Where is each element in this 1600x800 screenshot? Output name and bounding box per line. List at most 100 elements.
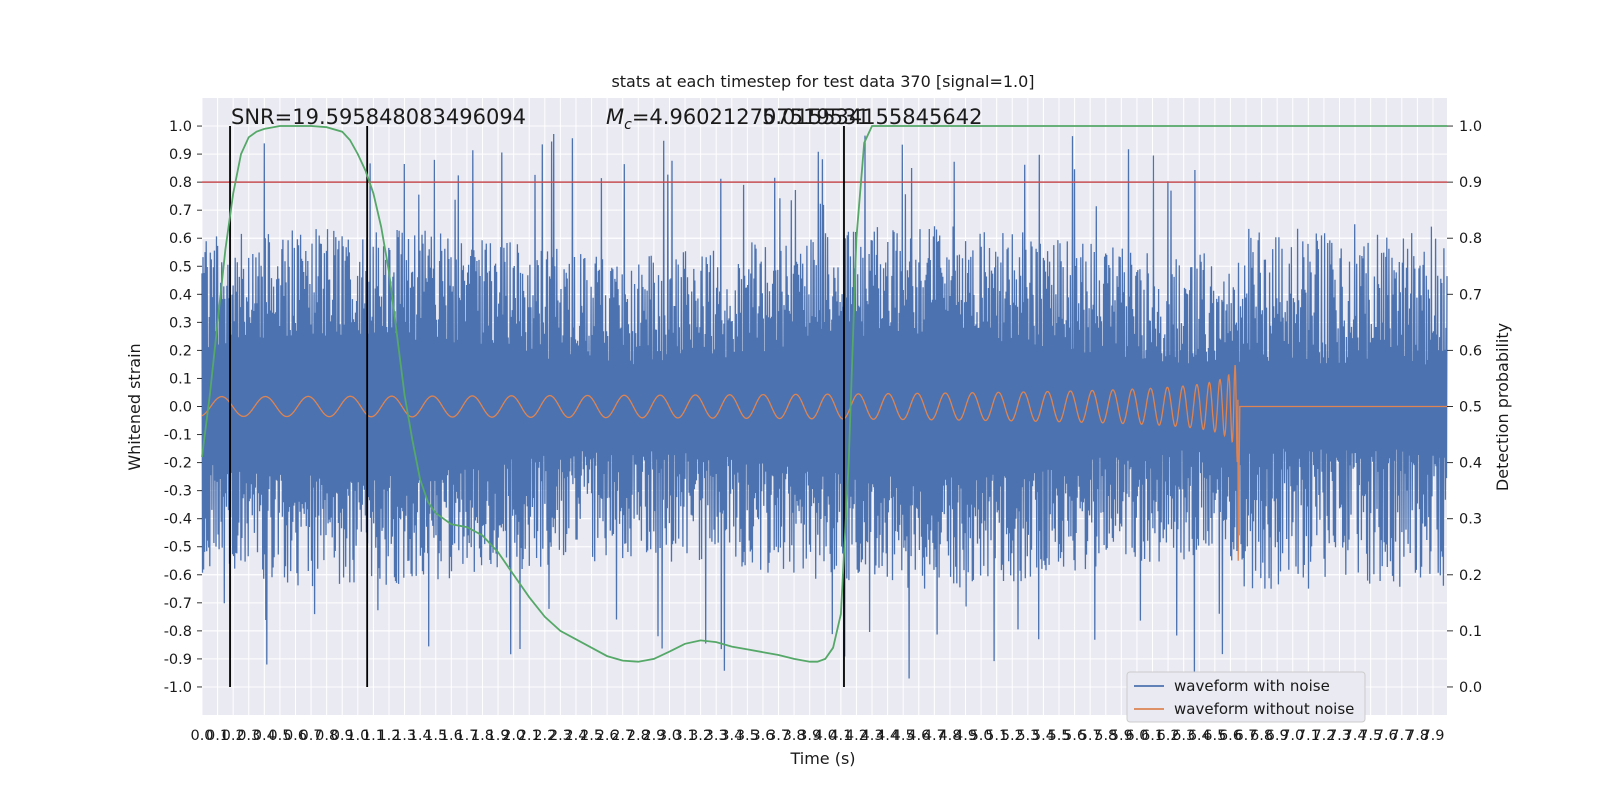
overlay-lines	[201, 125, 1447, 687]
y-tick-label: 0.6	[169, 231, 192, 247]
y-tick-label: 1.0	[169, 119, 192, 135]
x-tick-label: 7.4	[1344, 728, 1367, 744]
x-tick-label: 3.2	[689, 728, 712, 744]
x-tick-label: 6.2	[1157, 728, 1180, 744]
y2-tick-label: 0.3	[1459, 512, 1482, 528]
x-tick-label: 5.0	[970, 728, 993, 744]
x-tick-label: 2.7	[611, 728, 634, 744]
y-tick-label: -0.1	[164, 428, 192, 444]
x-tick-label: 7.3	[1328, 728, 1351, 744]
x-tick-label: 6.4	[1188, 728, 1211, 744]
x-tick-label: 4.0	[814, 728, 837, 744]
x-axis-label: Time (s)	[789, 749, 855, 768]
chirp-mass-annotation: Mc=4.960212707519531	[606, 105, 870, 133]
x-tick-label: 5.9	[1110, 728, 1133, 744]
detection-probability-line	[201, 125, 1447, 663]
waveform-with-noise-line	[201, 133, 1448, 679]
x-tick-label: 5.5	[1047, 728, 1070, 744]
y2-axis-label: Detection probability	[1493, 323, 1512, 491]
y-tick-label: 0.8	[169, 175, 192, 191]
x-tick-label: 5.4	[1032, 728, 1055, 744]
y-tick-label: 0.5	[169, 259, 192, 275]
x-tick-label: 2.8	[627, 728, 650, 744]
x-tick-label: 6.6	[1219, 728, 1242, 744]
x-tick-label: 6.8	[1250, 728, 1273, 744]
x-tick-label: 3.9	[798, 728, 821, 744]
x-tick-label: 1.1	[362, 728, 385, 744]
x-tick-label: 4.2	[845, 728, 868, 744]
x-tick-label: 1.2	[377, 728, 400, 744]
x-tick-label: 0.0	[190, 728, 213, 744]
x-tick-label: 0.2	[222, 728, 245, 744]
y-tick-label: -0.3	[164, 484, 192, 500]
x-tick-label: 5.7	[1079, 728, 1102, 744]
x-tick-label: 1.6	[440, 728, 463, 744]
y2-tick-label: 0.4	[1459, 456, 1482, 472]
y-tick-label: -0.5	[164, 540, 192, 556]
x-tick-label: 6.5	[1203, 728, 1226, 744]
x-tick-label: 5.6	[1063, 728, 1086, 744]
y-tick-label: -0.8	[164, 624, 192, 640]
x-tick-label: 6.0	[1125, 728, 1148, 744]
snr-annotation: SNR=19.595848083496094	[231, 105, 526, 129]
x-tick-label: 7.6	[1375, 728, 1398, 744]
x-tick-label: 5.2	[1001, 728, 1024, 744]
y2-tick-label: 0.6	[1459, 343, 1482, 359]
x-tick-label: 4.3	[860, 728, 883, 744]
x-tick-label: 0.8	[315, 728, 338, 744]
x-tick-label: 1.7	[455, 728, 478, 744]
waveform-with-noise-series	[201, 133, 1448, 679]
legend-box	[1126, 671, 1366, 723]
legend-item-noise: waveform with noise	[1174, 677, 1330, 695]
x-tick-label: 4.9	[954, 728, 977, 744]
x-tick-label: 0.3	[237, 728, 260, 744]
x-tick-label: 7.8	[1406, 728, 1429, 744]
x-tick-label: 3.7	[767, 728, 790, 744]
x-tick-label: 0.4	[253, 728, 276, 744]
legend: waveform with noise waveform without noi…	[1126, 671, 1366, 723]
x-tick-label: 7.7	[1390, 728, 1413, 744]
x-tick-label: 2.2	[533, 728, 556, 744]
y2-tick-label: 1.0	[1459, 119, 1482, 135]
x-tick-label: 3.5	[736, 728, 759, 744]
x-tick-label: 7.1	[1297, 728, 1320, 744]
x-tick-label: 6.1	[1141, 728, 1164, 744]
y-tick-label: 0.1	[169, 371, 192, 387]
waveform-without-noise-line	[201, 364, 1447, 561]
x-tick-label: 1.5	[424, 728, 447, 744]
y2-tick-label: 0.0	[1459, 680, 1482, 696]
x-tick-label: 3.4	[720, 728, 743, 744]
x-tick-label: 2.3	[549, 728, 572, 744]
y-tick-label: -0.6	[164, 568, 192, 584]
x-tick-label: 3.6	[751, 728, 774, 744]
x-tick-label: 4.7	[923, 728, 946, 744]
x-tick-label: 7.5	[1359, 728, 1382, 744]
y2-tick-label: 0.1	[1459, 624, 1482, 640]
x-tick-label: 2.4	[564, 728, 587, 744]
y-tick-labels: 1.0 0.9 0.8 0.7 0.6 0.5 0.4 0.3 0.2 0.1 0.0 -0.1 -0.…	[164, 119, 202, 696]
y-tick-label: 0.4	[169, 287, 192, 303]
legend-item-clean: waveform without noise	[1174, 700, 1354, 718]
x-tick-label: 2.1	[518, 728, 541, 744]
y-tick-label: 0.7	[169, 203, 192, 219]
x-tick-label: 3.8	[783, 728, 806, 744]
y-tick-label: -0.4	[164, 512, 192, 528]
y2-tick-labels: 1.0 0.9 0.8 0.7 0.6 0.5 0.4 0.3 0.2 0.1 0.0	[1447, 119, 1482, 696]
y-tick-label: -0.7	[164, 596, 192, 612]
x-tick-label: 0.9	[331, 728, 354, 744]
y2-tick-label: 0.2	[1459, 568, 1482, 584]
x-tick-label: 6.9	[1266, 728, 1289, 744]
x-tick-label: 1.8	[471, 728, 494, 744]
y-tick-label: 0.9	[169, 147, 192, 163]
y-tick-label: -0.9	[164, 652, 192, 668]
x-tick-label: 1.0	[346, 728, 369, 744]
y-tick-label: -1.0	[164, 680, 192, 696]
chart-title: stats at each timestep for test data 370…	[611, 72, 1034, 91]
x-tick-label: 3.1	[674, 728, 697, 744]
waveform-without-noise-series	[201, 364, 1447, 561]
x-tick-label: 7.2	[1312, 728, 1335, 744]
x-tick-label: 0.1	[206, 728, 229, 744]
x-tick-label: 2.0	[502, 728, 525, 744]
x-tick-label: 5.3	[1016, 728, 1039, 744]
